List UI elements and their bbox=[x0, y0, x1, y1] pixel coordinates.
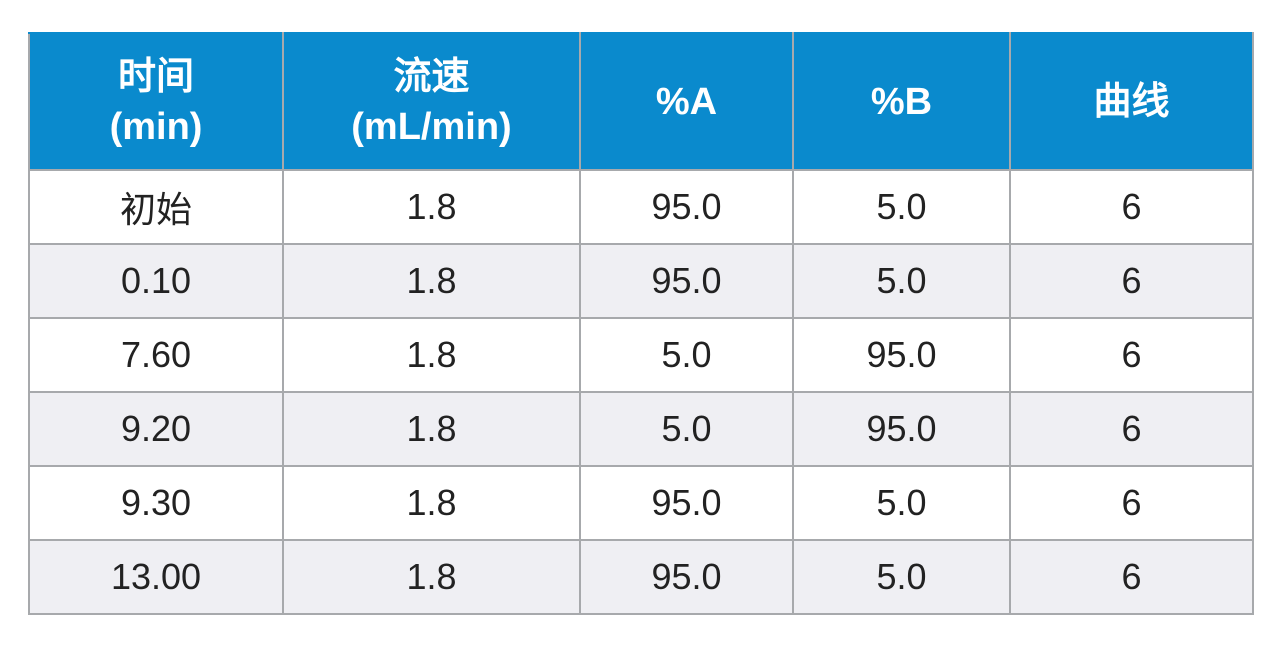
header-time: 时间 (min) bbox=[28, 32, 284, 171]
cell-percent-a: 5.0 bbox=[579, 317, 794, 393]
cell-percent-b: 5.0 bbox=[792, 169, 1011, 245]
cell-time: 7.60 bbox=[28, 317, 284, 393]
header-flow-rate: 流速 (mL/min) bbox=[282, 32, 581, 171]
cell-flow-rate: 1.8 bbox=[282, 317, 581, 393]
cell-percent-b: 5.0 bbox=[792, 465, 1011, 541]
cell-time: 初始 bbox=[28, 169, 284, 245]
table-body: 初始 1.8 95.0 5.0 6 0.10 1.8 95.0 5.0 6 7.… bbox=[28, 169, 1254, 615]
header-curve-label: 曲线 bbox=[1093, 80, 1170, 123]
cell-flow-rate: 1.8 bbox=[282, 169, 581, 245]
header-percent-a-label: %A bbox=[655, 80, 718, 123]
cell-percent-a: 95.0 bbox=[579, 169, 794, 245]
table-row: 9.20 1.8 5.0 95.0 6 bbox=[28, 391, 1254, 467]
cell-curve: 6 bbox=[1009, 243, 1254, 319]
cell-flow-rate: 1.8 bbox=[282, 391, 581, 467]
cell-curve: 6 bbox=[1009, 465, 1254, 541]
cell-percent-b: 5.0 bbox=[792, 539, 1011, 615]
cell-percent-a: 95.0 bbox=[579, 243, 794, 319]
table-row: 9.30 1.8 95.0 5.0 6 bbox=[28, 465, 1254, 541]
header-time-unit: (min) bbox=[109, 105, 203, 148]
cell-time: 9.30 bbox=[28, 465, 284, 541]
header-row: 时间 (min) 流速 (mL/min) %A %B 曲线 bbox=[28, 32, 1254, 171]
cell-flow-rate: 1.8 bbox=[282, 539, 581, 615]
table-row: 0.10 1.8 95.0 5.0 6 bbox=[28, 243, 1254, 319]
header-percent-b-label: %B bbox=[870, 80, 933, 123]
cell-curve: 6 bbox=[1009, 169, 1254, 245]
cell-percent-a: 95.0 bbox=[579, 539, 794, 615]
table-header: 时间 (min) 流速 (mL/min) %A %B 曲线 bbox=[28, 32, 1254, 171]
table-row: 13.00 1.8 95.0 5.0 6 bbox=[28, 539, 1254, 615]
header-percent-a: %A bbox=[579, 32, 794, 171]
cell-curve: 6 bbox=[1009, 391, 1254, 467]
table-row: 初始 1.8 95.0 5.0 6 bbox=[28, 169, 1254, 245]
cell-curve: 6 bbox=[1009, 317, 1254, 393]
cell-flow-rate: 1.8 bbox=[282, 243, 581, 319]
header-flow-rate-unit: (mL/min) bbox=[351, 105, 512, 148]
cell-percent-a: 95.0 bbox=[579, 465, 794, 541]
cell-percent-a: 5.0 bbox=[579, 391, 794, 467]
cell-percent-b: 95.0 bbox=[792, 391, 1011, 467]
table-row: 7.60 1.8 5.0 95.0 6 bbox=[28, 317, 1254, 393]
header-curve: 曲线 bbox=[1009, 32, 1254, 171]
cell-curve: 6 bbox=[1009, 539, 1254, 615]
cell-percent-b: 5.0 bbox=[792, 243, 1011, 319]
cell-time: 9.20 bbox=[28, 391, 284, 467]
gradient-table: 时间 (min) 流速 (mL/min) %A %B 曲线 初始 1.8 95.… bbox=[28, 32, 1254, 615]
cell-time: 13.00 bbox=[28, 539, 284, 615]
cell-time: 0.10 bbox=[28, 243, 284, 319]
header-time-label: 时间 bbox=[117, 55, 194, 98]
header-percent-b: %B bbox=[792, 32, 1011, 171]
header-flow-rate-label: 流速 bbox=[393, 55, 470, 98]
cell-percent-b: 95.0 bbox=[792, 317, 1011, 393]
cell-flow-rate: 1.8 bbox=[282, 465, 581, 541]
